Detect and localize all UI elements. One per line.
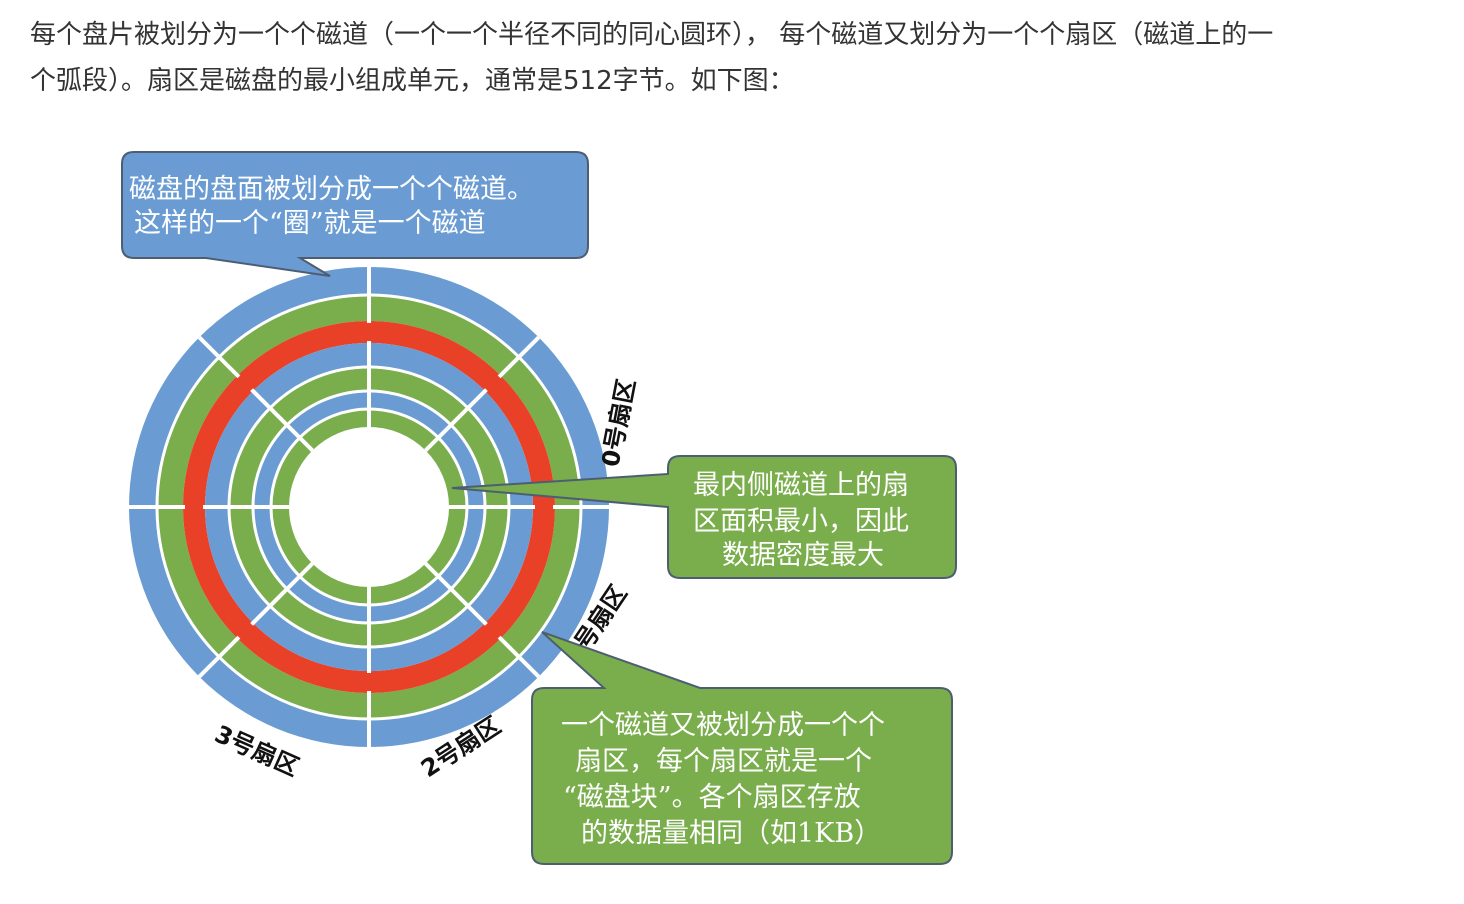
- sector-divider: [497, 635, 541, 679]
- sector-divider: [197, 635, 241, 679]
- sector-divider: [197, 335, 241, 379]
- sector-divider: [424, 562, 488, 626]
- callout-track-line-2: 这样的一个“圈”就是一个磁道: [134, 208, 486, 239]
- callout-sector: 一个磁道又被划分成一个个 扇区，每个扇区就是一个 “磁盘块”。各个扇区存放 的数…: [531, 631, 953, 865]
- callout-sector-line-1: 一个磁道又被划分成一个个: [561, 710, 885, 741]
- sector-label-0: 0号扇区: [596, 377, 640, 469]
- callout-inner: 最内侧磁道上的扇 区面积最小，因此 数据密度最大: [451, 455, 957, 579]
- sector-divider: [424, 388, 488, 452]
- callout-track-bubble: [121, 151, 589, 277]
- callout-inner-line-2: 区面积最小，因此: [693, 506, 909, 537]
- sector-dividers: [129, 267, 609, 747]
- sector-divider: [250, 388, 314, 452]
- callout-inner-line-3: 数据密度最大: [722, 540, 884, 571]
- callout-track: 磁盘的盘面被划分成一个个磁道。 这样的一个“圈”就是一个磁道: [121, 151, 589, 277]
- callout-sector-bubble: [531, 631, 953, 865]
- intro-line-2: 个弧段）。扇区是磁盘的最小组成单元，通常是512字节。如下图：: [30, 66, 795, 96]
- callout-sector-line-2: 扇区，每个扇区就是一个: [575, 746, 872, 777]
- callout-sector-line-3: “磁盘块”。各个扇区存放: [563, 782, 861, 813]
- sector-divider: [497, 335, 541, 379]
- sector-divider: [250, 562, 314, 626]
- callout-inner-bubble: [451, 455, 957, 579]
- intro-line-1: 每个盘片被划分为一个个磁道（一个一个半径不同的同心圆环）， 每个磁道又划分为一个…: [30, 20, 1274, 50]
- callout-track-line-1: 磁盘的盘面被划分成一个个磁道。: [129, 174, 534, 205]
- callout-sector-line-4: 的数据量相同（如1KB）: [581, 818, 881, 849]
- intro-paragraph: 每个盘片被划分为一个个磁道（一个一个半径不同的同心圆环）， 每个磁道又划分为一个…: [30, 12, 1430, 104]
- callout-inner-line-1: 最内侧磁道上的扇: [693, 470, 909, 501]
